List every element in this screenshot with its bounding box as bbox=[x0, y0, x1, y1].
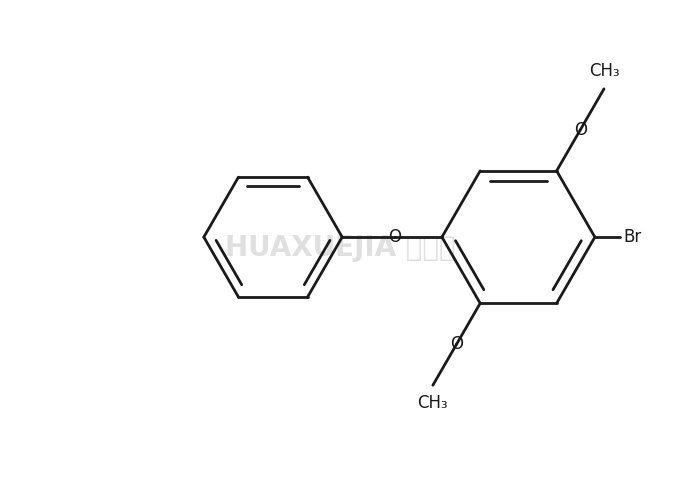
Text: O: O bbox=[574, 121, 587, 139]
Text: O: O bbox=[388, 228, 401, 246]
Text: CH₃: CH₃ bbox=[418, 394, 448, 412]
Text: Br: Br bbox=[624, 228, 641, 246]
Text: HUAXUEJIA 化学家: HUAXUEJIA 化学家 bbox=[224, 234, 456, 262]
Text: CH₃: CH₃ bbox=[589, 62, 619, 80]
Text: O: O bbox=[450, 335, 463, 353]
